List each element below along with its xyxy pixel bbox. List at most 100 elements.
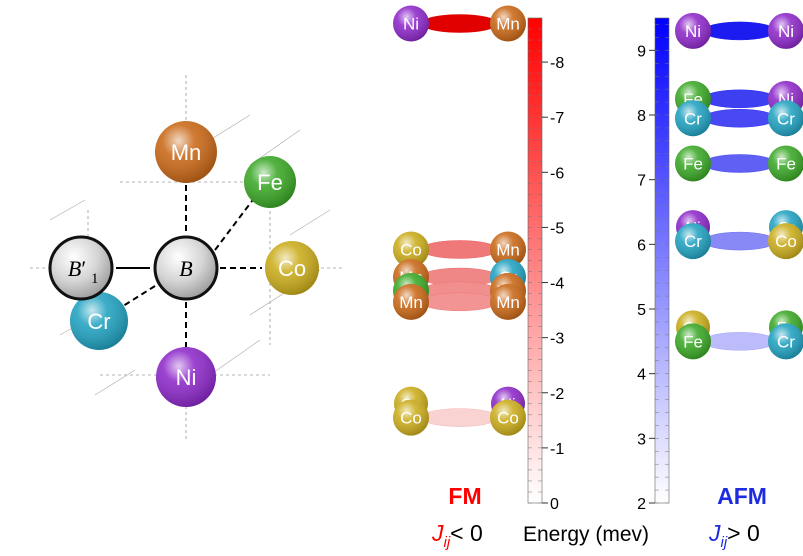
- afm-tick-label: 7: [637, 173, 646, 190]
- fm-pair-left-atom: Co: [393, 231, 429, 268]
- lattice-atom-ni-label: Ni: [176, 365, 197, 390]
- fm-j-inequality: < 0: [450, 520, 483, 546]
- afm-tick-label: 2: [637, 496, 646, 513]
- lattice-atom-co: Co: [265, 241, 319, 295]
- afm-j-relation: Jij> 0: [708, 520, 760, 551]
- fm-tick-label: -6: [550, 165, 564, 182]
- afm-pair-left-atom-label: Fe: [683, 155, 703, 174]
- afm-pair-right-atom-label: Cr: [777, 332, 795, 351]
- afm-bond: [702, 332, 777, 351]
- fm-pair-co-mn: Co Mn: [393, 231, 526, 268]
- lattice-atom-fe: Fe: [244, 156, 296, 208]
- energy-axis-label: Energy (mev): [523, 523, 649, 546]
- afm-bond: [702, 89, 777, 109]
- afm-tick-label: 6: [637, 237, 646, 254]
- afm-tick-label: 9: [637, 43, 646, 60]
- afm-pair-left-atom: Fe: [675, 323, 711, 360]
- fm-pair-left-atom-label: Co: [400, 241, 422, 260]
- center-site-label: B: [179, 256, 192, 281]
- neighbor-site-b1: B′ 1: [48, 235, 114, 301]
- fm-bond: [420, 408, 499, 427]
- afm-label: AFM: [717, 483, 767, 509]
- fm-pair-right-atom: Mn: [490, 231, 526, 268]
- bonds: [116, 185, 262, 352]
- fm-j-subscript: ij: [444, 534, 451, 551]
- afm-pairs: NiNiFeNiCrCrFeFeNiCrCrCoCoFeFeCr: [675, 12, 803, 360]
- fm-pair-right-atom: Mn: [490, 5, 526, 42]
- fm-pairs: NiMnCoMnMnCrFeMnMnMnCoNiCoCo: [393, 5, 526, 436]
- fm-pair-right-atom-label: Mn: [496, 293, 520, 312]
- fm-tick-label: -1: [550, 441, 564, 458]
- lattice-atom-mn: Mn: [155, 121, 217, 183]
- fm-bond: [420, 14, 499, 33]
- center-site-b: B: [153, 235, 219, 301]
- afm-tick-label: 5: [637, 302, 646, 319]
- afm-pair-right-atom: Cr: [768, 323, 803, 360]
- afm-pair-left-atom-label: Cr: [684, 109, 702, 128]
- afm-bond: [702, 154, 777, 173]
- fm-tick-label: -5: [550, 220, 564, 237]
- lattice-atom-fe-label: Fe: [257, 170, 283, 195]
- fm-bond: [420, 240, 499, 259]
- afm-pair-fe-fe: Fe Fe: [675, 145, 803, 182]
- fm-pair-co-co: CoNiCoCo: [393, 386, 526, 436]
- afm-tick-label: 8: [637, 108, 646, 125]
- fm-bond: [420, 292, 499, 312]
- afm-pair-right-atom-label: Fe: [776, 155, 796, 174]
- afm-pair-right-atom: Cr: [768, 100, 803, 137]
- lattice-atom-ni: Ni: [156, 347, 216, 407]
- afm-pair-right-atom: Fe: [768, 145, 803, 182]
- fm-pair-left-atom-label: Mn: [399, 293, 423, 312]
- neighbor-label-prime: ′: [81, 256, 86, 281]
- afm-pair-left-atom: Fe: [675, 145, 711, 182]
- afm-pair-fe-cr: CoFeFeCr: [675, 310, 803, 360]
- fm-tick-label: -8: [550, 55, 564, 72]
- fm-pair-right-atom-label: Mn: [496, 241, 520, 260]
- fm-pair-ni-mn: Ni Mn: [393, 5, 526, 42]
- afm-bond: [702, 108, 777, 128]
- neighbor-label-main: B: [68, 256, 81, 281]
- afm-tick-label: 3: [637, 431, 646, 448]
- afm-pair-right-atom: Co: [768, 223, 803, 260]
- afm-pair-right-atom: Ni: [768, 12, 803, 49]
- fm-pair-left-atom-label: Co: [400, 409, 422, 428]
- fm-j-symbol: J: [431, 520, 444, 546]
- afm-pair-left-atom: Cr: [675, 223, 711, 260]
- fm-pair-left-atom: Co: [393, 399, 429, 436]
- fm-pair-right-atom: Co: [490, 399, 526, 436]
- afm-pair-left-atom: Cr: [675, 100, 711, 137]
- afm-pair-right-atom-label: Ni: [778, 22, 794, 41]
- fm-pair-right-atom: Mn: [490, 283, 526, 320]
- afm-colorbar: 2 3 4 5 6 7 8 9: [637, 17, 670, 513]
- lattice-atom-mn-label: Mn: [171, 140, 202, 165]
- fm-pair-right-atom-label: Co: [497, 409, 519, 428]
- fm-tick-label: -3: [550, 331, 564, 348]
- afm-pair-right-atom-label: Co: [775, 232, 797, 251]
- fm-pair-left-atom: Mn: [393, 283, 429, 320]
- afm-pair-left-atom-label: Fe: [683, 332, 703, 351]
- afm-bond: [702, 231, 777, 251]
- afm-pair-left-atom: Ni: [675, 12, 711, 49]
- fm-j-relation: Jij< 0: [431, 520, 483, 551]
- lattice-atom-cr: Cr: [70, 292, 128, 350]
- afm-pair-right-atom-label: Cr: [777, 109, 795, 128]
- fm-pair-left-atom: Ni: [393, 5, 429, 42]
- afm-j-inequality: > 0: [727, 520, 760, 546]
- fm-tick-label: -7: [550, 110, 564, 127]
- afm-pair-cr-cr: Cr Cr: [675, 100, 803, 137]
- afm-bond: [702, 21, 777, 41]
- afm-tick-label: 4: [637, 367, 646, 384]
- afm-j-symbol: J: [708, 520, 721, 546]
- afm-pair-ni-ni: Ni Ni: [675, 12, 803, 49]
- fm-pair-right-atom-label: Mn: [496, 15, 520, 34]
- neighbor-label-sub: 1: [91, 271, 99, 287]
- fm-pair-mn-mn: Mn Mn: [393, 283, 526, 320]
- lattice-atom-cr-label: Cr: [87, 309, 110, 334]
- fm-tick-label: -2: [550, 386, 564, 403]
- fm-label: FM: [448, 483, 481, 509]
- fm-tick-label: 0: [550, 496, 559, 513]
- afm-pair-left-atom-label: Cr: [684, 232, 702, 251]
- afm-pair-cr-co: NiCrCrCo: [675, 210, 803, 260]
